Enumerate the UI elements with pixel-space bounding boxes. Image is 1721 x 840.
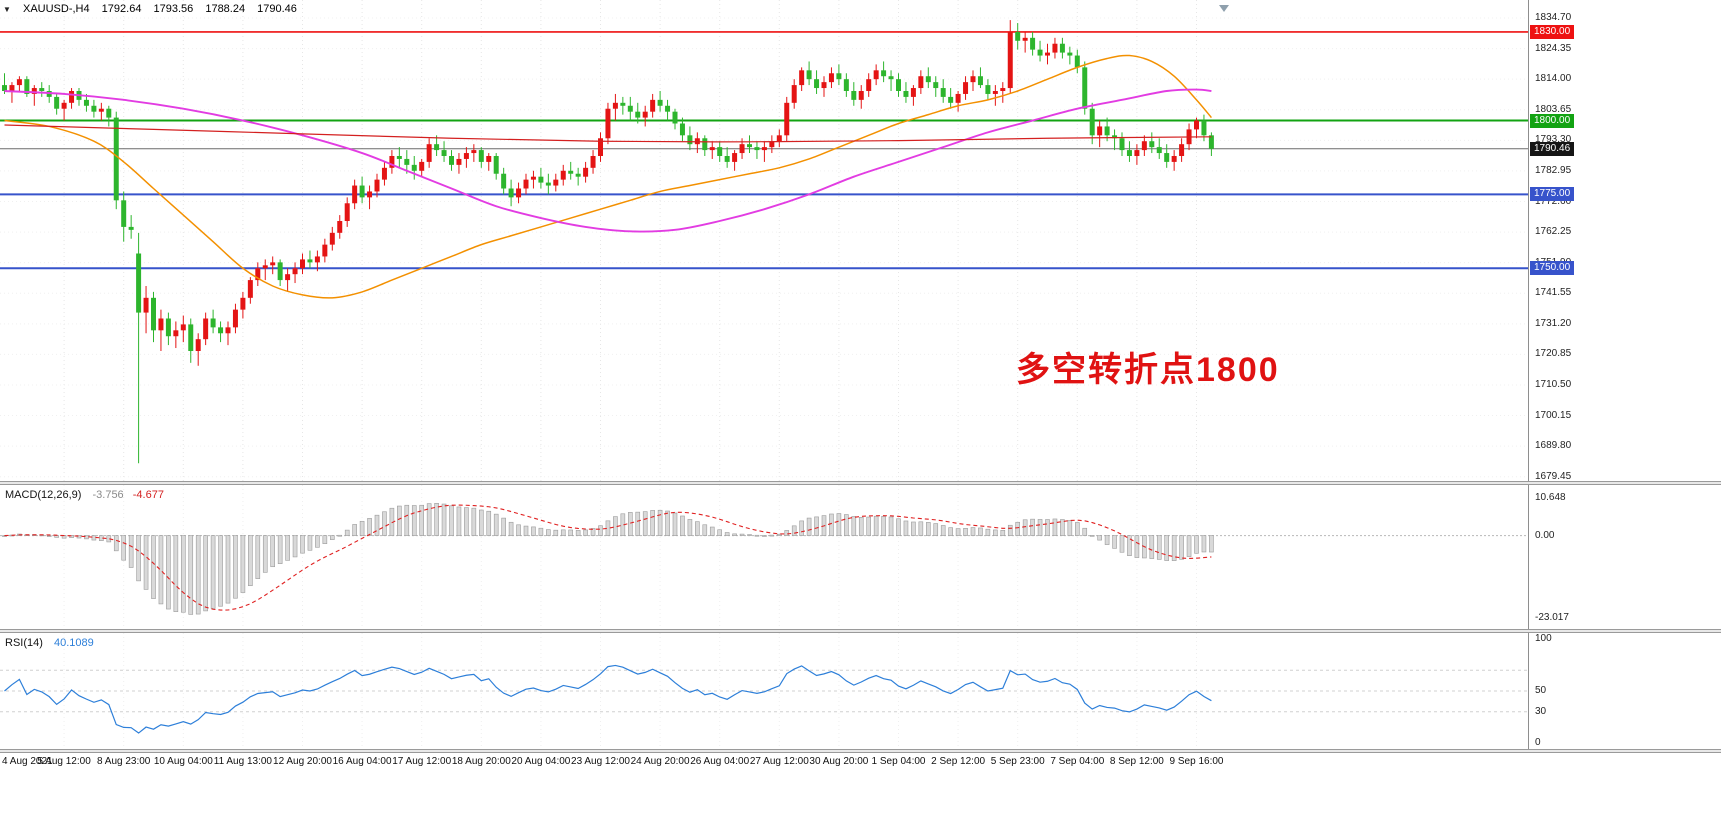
- rsi-name: RSI(14): [5, 637, 43, 649]
- ohlc-open: 1792.64: [101, 3, 142, 15]
- time-label: 7 Sep 04:00: [1050, 756, 1105, 767]
- axis-label: 0.00: [1535, 529, 1555, 541]
- chart-annotation[interactable]: 多空转折点1800: [1016, 351, 1280, 389]
- axis-label: 1824.35: [1535, 42, 1572, 54]
- axis-label: 30: [1535, 705, 1547, 717]
- macd-signal-value: -4.677: [132, 489, 164, 501]
- price-tag: 1775.00: [1530, 187, 1575, 202]
- main-chart-svg[interactable]: [0, 0, 1528, 481]
- symbol-timeframe: XAUUSD-,H4: [22, 3, 90, 15]
- price-tag: 1800.00: [1530, 113, 1575, 128]
- axis-label: 1679.45: [1535, 470, 1572, 482]
- macd-label: MACD(12,26,9) -3.756 -4.677: [5, 489, 164, 501]
- time-label: 30 Aug 20:00: [809, 756, 869, 767]
- chevron-down-icon: ▼: [3, 5, 11, 14]
- price-tag: 1830.00: [1530, 24, 1575, 39]
- rsi-label: RSI(14) 40.1089: [5, 637, 94, 649]
- axis-label: 1834.70: [1535, 12, 1572, 24]
- time-label: 23 Aug 12:00: [571, 756, 630, 767]
- axis-label: 1731.20: [1535, 317, 1572, 329]
- axis-label: 0: [1535, 737, 1541, 748]
- panel-separator[interactable]: [0, 629, 1721, 633]
- time-label: 4 Aug 2021: [2, 756, 53, 767]
- time-label: 24 Aug 20:00: [630, 756, 690, 767]
- time-label: 17 Aug 12:00: [392, 756, 452, 767]
- macd-main-value: -3.756: [92, 489, 124, 501]
- panel-separator[interactable]: [0, 749, 1721, 753]
- time-label: 5 Sep 23:00: [990, 756, 1045, 767]
- time-label: 2 Sep 12:00: [931, 756, 986, 767]
- price-tag: 1790.46: [1530, 141, 1575, 156]
- axis-label: 1793.30: [1535, 134, 1572, 146]
- time-label: 1 Sep 04:00: [871, 756, 926, 767]
- axis-label: 1803.65: [1535, 103, 1572, 115]
- rsi-value: 40.1089: [53, 637, 94, 649]
- time-label: 8 Aug 23:00: [96, 756, 151, 767]
- time-label: 5 Aug 12:00: [37, 756, 91, 767]
- chart-shift-icon[interactable]: [1219, 5, 1229, 12]
- time-label: 18 Aug 20:00: [451, 756, 511, 767]
- price-tag: 1750.00: [1530, 261, 1575, 276]
- axis-label: -23.017: [1535, 611, 1569, 623]
- axis-label: 1710.50: [1535, 378, 1572, 390]
- axis-label: 1741.55: [1535, 287, 1572, 299]
- price-axis[interactable]: 1834.70 1824.35 1814.00 1803.65 1793.30 1782.…: [1528, 0, 1721, 753]
- axis-label: 1762.25: [1535, 226, 1572, 238]
- panel-separator[interactable]: [0, 481, 1721, 485]
- axis-label: 1720.85: [1535, 348, 1572, 360]
- ohlc-low: 1788.24: [205, 3, 246, 15]
- axis-label: 1700.15: [1535, 409, 1572, 421]
- time-label: 12 Aug 20:00: [273, 756, 332, 767]
- time-label: 27 Aug 12:00: [749, 756, 809, 767]
- time-label: 10 Aug 04:00: [153, 756, 213, 767]
- time-label: 8 Sep 12:00: [1109, 756, 1164, 767]
- axis-label: 10.648: [1535, 491, 1566, 503]
- time-label: 26 Aug 04:00: [690, 756, 750, 767]
- rsi-panel-svg[interactable]: [0, 633, 1528, 749]
- time-label: 9 Sep 16:00: [1169, 756, 1224, 767]
- axis-label: 50: [1535, 685, 1547, 696]
- time-label: 11 Aug 13:00: [213, 756, 272, 767]
- axis-label: 1782.95: [1535, 164, 1572, 176]
- axis-label: 100: [1535, 633, 1552, 644]
- time-label: 20 Aug 04:00: [511, 756, 571, 767]
- ohlc-high: 1793.56: [153, 3, 194, 15]
- time-axis[interactable]: 4 Aug 2021 5 Aug 12:00 8 Aug 23:00 10 Aug 0…: [0, 753, 1721, 777]
- ohlc-close: 1790.46: [257, 3, 297, 15]
- macd-panel-svg[interactable]: [0, 485, 1528, 629]
- macd-name: MACD(12,26,9): [5, 489, 82, 501]
- ohlc-header: ▼ XAUUSD-,H4 1792.64 1793.56 1788.24 179…: [3, 3, 306, 15]
- axis-label: 1814.00: [1535, 73, 1572, 85]
- time-label: 16 Aug 04:00: [332, 756, 392, 767]
- axis-label: 1689.80: [1535, 440, 1572, 452]
